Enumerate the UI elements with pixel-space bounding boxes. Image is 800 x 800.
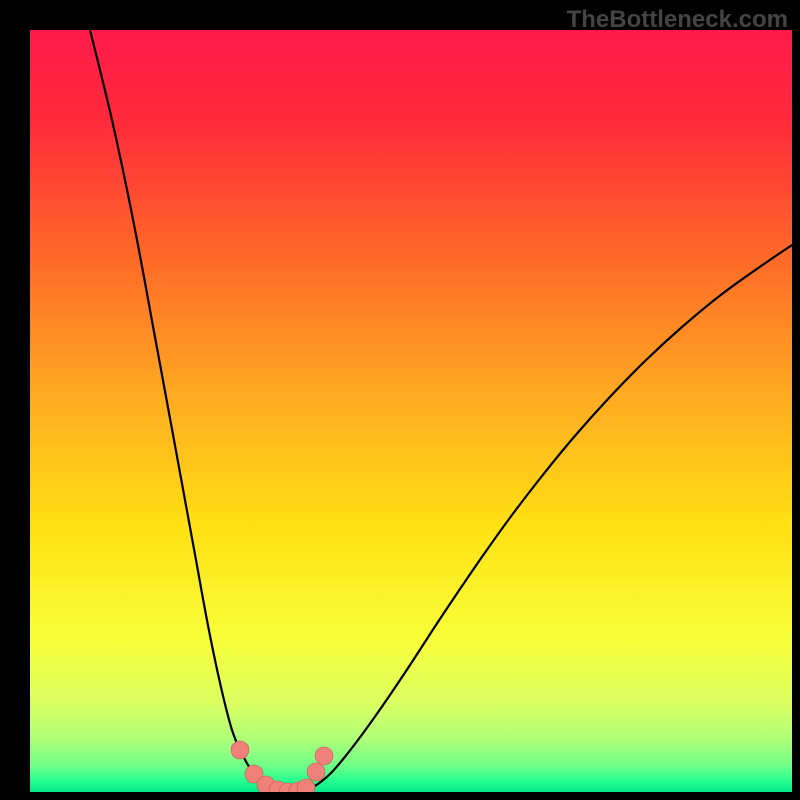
watermark-text: TheBottleneck.com bbox=[567, 6, 788, 34]
curve-marker bbox=[231, 741, 249, 759]
curve-marker bbox=[315, 747, 333, 765]
plot-svg bbox=[30, 30, 792, 792]
gradient-background bbox=[30, 30, 792, 792]
curve-marker bbox=[307, 763, 325, 781]
chart-canvas: TheBottleneck.com bbox=[0, 0, 800, 800]
plot-area bbox=[30, 30, 792, 792]
